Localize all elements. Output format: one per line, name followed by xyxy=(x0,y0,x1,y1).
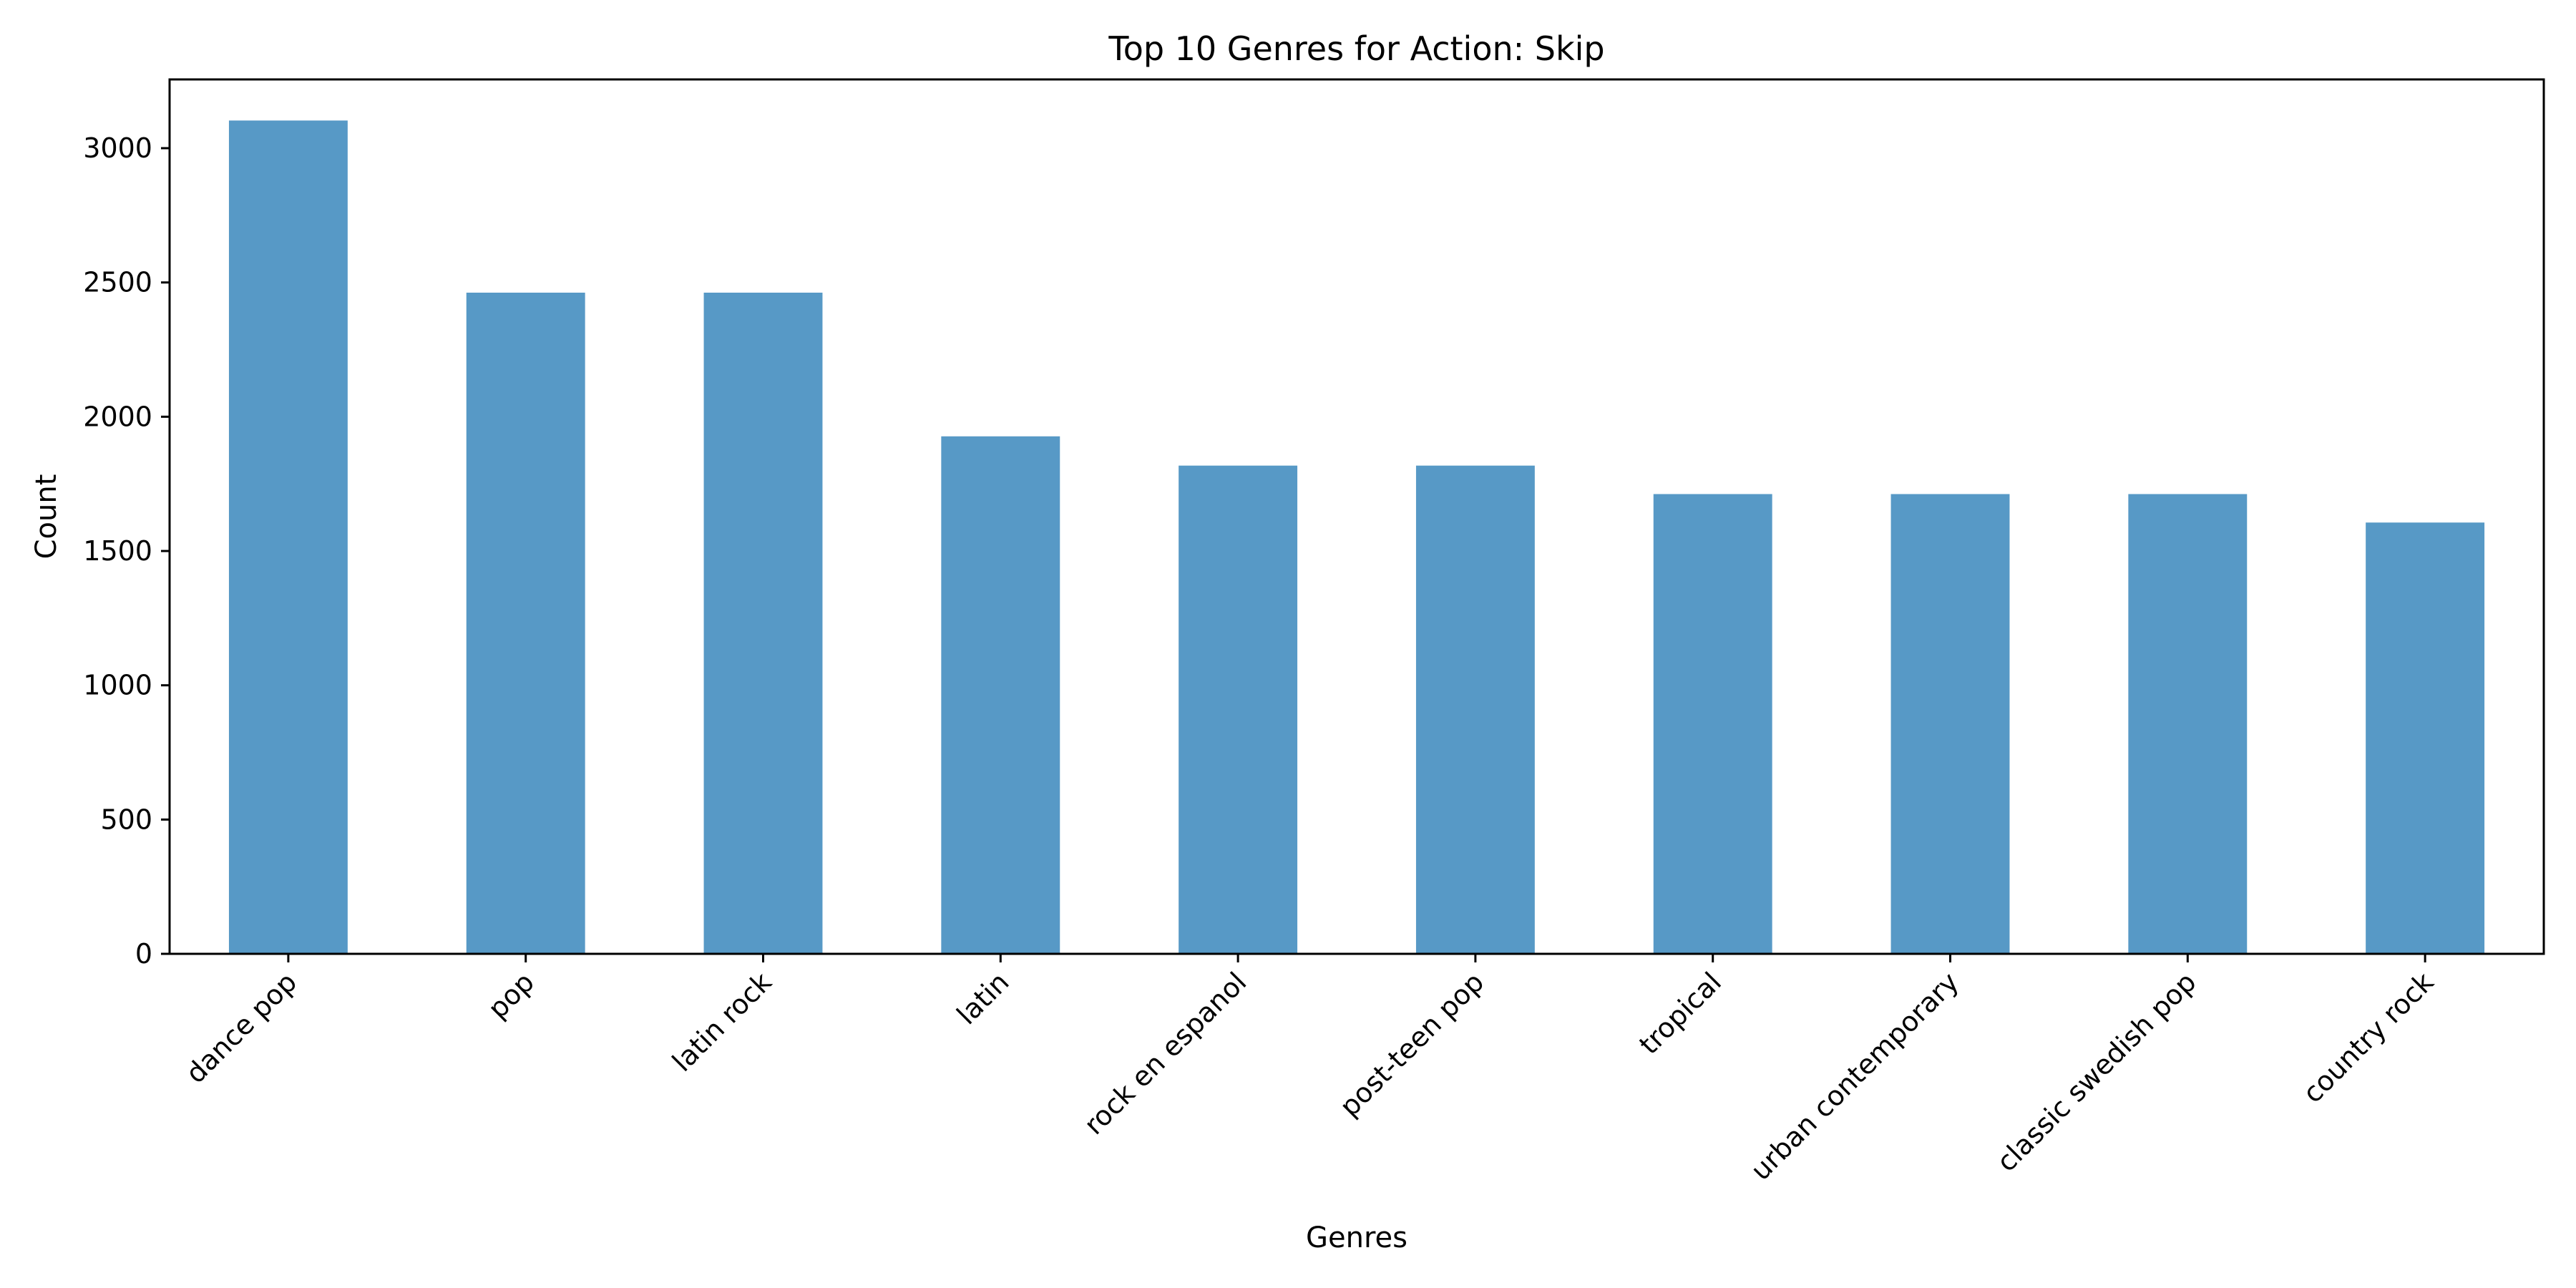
bar-rock-en-espanol xyxy=(1179,465,1298,954)
x-tick-label: dance pop xyxy=(180,966,303,1089)
y-tick-label: 2500 xyxy=(83,267,152,298)
bar-urban-contemporary xyxy=(1890,494,2010,954)
bar-latin xyxy=(941,436,1060,954)
x-tick-label: rock en espanol xyxy=(1078,966,1252,1141)
y-tick-label: 2000 xyxy=(83,401,152,432)
y-axis: 0 500 1000 1500 2000 2500 3000 xyxy=(83,132,170,970)
x-axis: dance pop pop latin rock latin rock en espan… xyxy=(180,954,2439,1186)
x-tick-label: country rock xyxy=(2297,966,2440,1109)
bars-group xyxy=(228,120,2485,954)
y-tick-label: 3000 xyxy=(83,132,152,164)
bar-dance-pop xyxy=(228,120,348,954)
y-axis-label: Count xyxy=(30,474,63,560)
bar-pop xyxy=(466,292,585,954)
x-tick-label: urban contemporary xyxy=(1745,966,1965,1186)
y-tick-label: 1500 xyxy=(83,535,152,567)
bar-tropical xyxy=(1653,494,1772,954)
bar-post-teen-pop xyxy=(1415,465,1535,954)
chart-title: Top 10 Genres for Action: Skip xyxy=(1108,29,1604,68)
x-tick-label: post-teen pop xyxy=(1334,966,1491,1123)
bar-latin-rock xyxy=(703,292,823,954)
x-tick-label: tropical xyxy=(1633,966,1727,1060)
bar-country-rock xyxy=(2366,522,2485,954)
bar-classic-swedish-pop xyxy=(2128,494,2248,954)
y-tick-label: 1000 xyxy=(83,670,152,701)
x-tick-label: classic swedish pop xyxy=(1991,966,2202,1178)
plot-frame xyxy=(168,78,2545,955)
y-tick-label: 500 xyxy=(100,804,152,835)
x-tick-label: latin xyxy=(951,966,1015,1030)
x-tick-label: latin rock xyxy=(666,966,778,1078)
x-tick-label: pop xyxy=(482,966,540,1025)
y-tick-label: 0 xyxy=(135,938,152,970)
x-axis-label: Genres xyxy=(1306,1221,1407,1254)
